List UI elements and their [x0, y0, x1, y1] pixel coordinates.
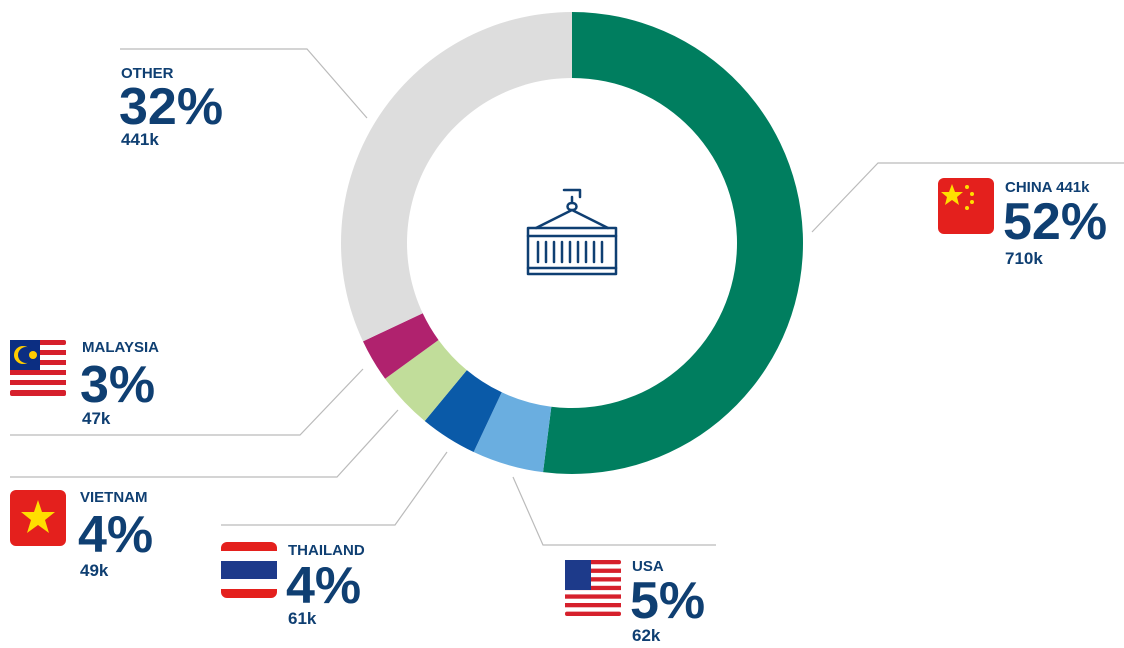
donut-segment	[424, 370, 502, 453]
value-label: 5%	[630, 572, 705, 630]
amount-label: 61k	[288, 609, 317, 628]
value-label: 52%	[1003, 193, 1107, 251]
amount-label: 62k	[632, 626, 661, 645]
category-label: THAILAND	[288, 542, 365, 559]
amount-label: 441k	[121, 130, 159, 149]
donut-segment	[543, 12, 803, 474]
leader-line	[221, 451, 448, 526]
flags	[10, 178, 994, 616]
flag-vietnam	[10, 490, 66, 546]
category-label: OTHER	[121, 65, 174, 82]
flag-malaysia	[10, 340, 66, 396]
leader-line	[512, 476, 716, 546]
leader-line	[811, 162, 1124, 233]
category-label: CHINA 441k	[1005, 179, 1090, 196]
value-label: 4%	[78, 506, 153, 564]
donut-segment	[385, 339, 467, 421]
amount-label: 710k	[1005, 249, 1043, 268]
value-label: 32%	[119, 78, 223, 136]
leader-line	[10, 409, 399, 478]
leader-lines	[10, 48, 1124, 546]
donut-segment	[473, 392, 552, 473]
leader-line	[10, 368, 364, 436]
category-label: USA	[632, 558, 664, 575]
flag-usa	[565, 560, 621, 616]
leader-line	[120, 48, 368, 119]
donut-segment	[362, 313, 439, 379]
labels: OTHER 32% 441k CHINA 441k 52% 710k MALAY…	[78, 65, 1107, 645]
amount-label: 47k	[82, 409, 111, 428]
value-label: 3%	[80, 356, 155, 414]
category-label: VIETNAM	[80, 489, 148, 506]
container-icon	[526, 188, 618, 276]
value-label: 4%	[286, 557, 361, 615]
category-label: MALAYSIA	[82, 339, 159, 356]
flag-thailand	[221, 542, 277, 598]
amount-label: 49k	[80, 561, 109, 580]
donut	[341, 12, 803, 474]
flag-china	[938, 178, 994, 234]
donut-segment	[341, 12, 572, 342]
